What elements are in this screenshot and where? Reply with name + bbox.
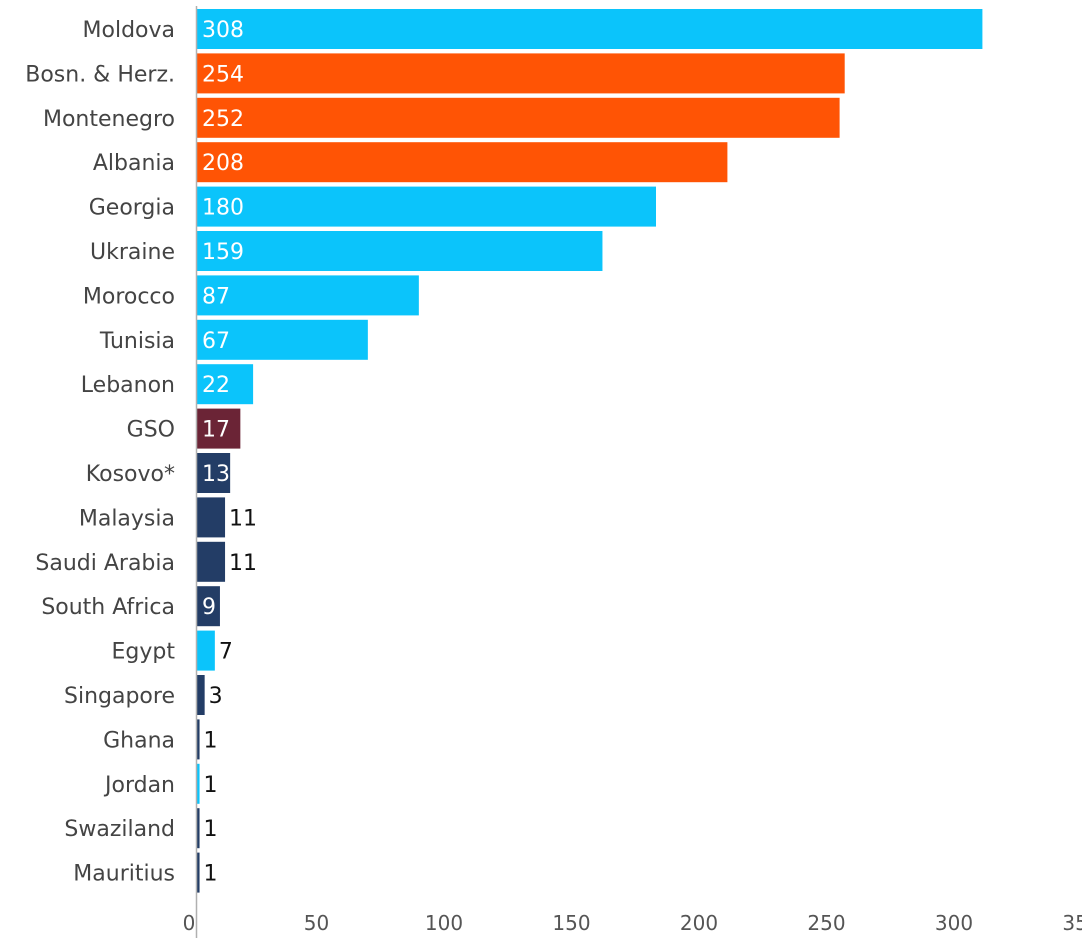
value-label-kosovo: 13 <box>202 462 230 487</box>
bar-malaysia <box>197 497 226 538</box>
x-tick-label-0: 0 <box>183 911 196 935</box>
bar-bosn-herz <box>197 53 845 94</box>
category-label-malaysia: Malaysia <box>79 506 175 531</box>
bar-kosovo <box>197 453 231 493</box>
category-labels: Moldova Bosn. & Herz. Montenegro Albania Geo… <box>25 18 175 887</box>
value-label-ghana: 1 <box>204 728 218 753</box>
category-label-ghana: Ghana <box>103 728 175 753</box>
category-label-singapore: Singapore <box>64 684 175 709</box>
category-label-moldova: Moldova <box>83 18 175 43</box>
category-label-albania: Albania <box>93 151 175 176</box>
bar-gso <box>197 408 241 449</box>
bar-morocco <box>197 275 419 316</box>
value-label-montenegro: 252 <box>202 107 244 132</box>
category-label-saudi-arabia: Saudi Arabia <box>35 551 175 576</box>
bar-ukraine <box>197 231 603 271</box>
bar-mauritius <box>197 852 200 893</box>
value-label-singapore: 3 <box>209 684 223 709</box>
x-tick-label-300: 300 <box>935 911 973 935</box>
value-label-gso: 17 <box>202 418 230 443</box>
category-label-kosovo: Kosovo* <box>86 462 175 487</box>
value-label-georgia: 180 <box>202 196 244 221</box>
value-label-bosn-herz: 254 <box>202 62 244 87</box>
bar-tunisia <box>197 319 368 360</box>
category-label-swaziland: Swaziland <box>64 817 175 842</box>
category-label-egypt: Egypt <box>112 640 176 665</box>
value-label-egypt: 7 <box>219 640 233 665</box>
x-tick-label-50: 50 <box>304 911 329 935</box>
value-label-albania: 208 <box>202 151 244 176</box>
value-label-swaziland: 1 <box>204 817 218 842</box>
bar-saudi-arabia <box>197 541 226 582</box>
category-label-bosn-herz: Bosn. & Herz. <box>25 62 175 87</box>
bar-lebanon <box>197 364 254 405</box>
value-label-ukraine: 159 <box>202 240 244 265</box>
category-label-morocco: Morocco <box>83 284 175 309</box>
category-label-mauritius: Mauritius <box>73 862 175 887</box>
bars-layer <box>197 9 983 893</box>
value-label-morocco: 87 <box>202 284 230 309</box>
category-label-montenegro: Montenegro <box>43 107 175 132</box>
bar-singapore <box>197 675 205 715</box>
bar-egypt <box>197 630 215 671</box>
x-tick-label-350: 350 <box>1062 911 1082 935</box>
value-label-lebanon: 22 <box>202 373 230 398</box>
bar-ghana <box>197 719 200 760</box>
x-tick-label-200: 200 <box>680 911 718 935</box>
value-label-saudi-arabia: 11 <box>229 551 257 576</box>
x-tick-label-100: 100 <box>425 911 463 935</box>
category-label-jordan: Jordan <box>103 773 175 798</box>
value-label-jordan: 1 <box>204 773 218 798</box>
value-label-tunisia: 67 <box>202 329 230 354</box>
category-label-south-africa: South Africa <box>41 595 175 620</box>
value-label-mauritius: 1 <box>204 862 218 887</box>
value-label-south-africa: 9 <box>202 595 216 620</box>
category-label-gso: GSO <box>127 418 175 443</box>
category-label-ukraine: Ukraine <box>90 240 175 265</box>
x-tick-label-250: 250 <box>807 911 845 935</box>
category-label-lebanon: Lebanon <box>81 373 175 398</box>
bar-montenegro <box>197 97 840 138</box>
value-label-moldova: 308 <box>202 18 244 43</box>
bar-albania <box>197 142 728 183</box>
category-label-georgia: Georgia <box>89 196 175 221</box>
category-label-tunisia: Tunisia <box>99 329 175 354</box>
bar-georgia <box>197 186 656 227</box>
bar-jordan <box>197 763 200 804</box>
value-label-malaysia: 11 <box>229 506 257 531</box>
x-axis-ticks: 0 50 100 150 200 250 300 350 <box>183 911 1082 935</box>
x-tick-label-150: 150 <box>552 911 590 935</box>
bar-moldova <box>197 9 983 49</box>
bar-swaziland <box>197 808 200 849</box>
bar-south-africa <box>197 586 220 627</box>
